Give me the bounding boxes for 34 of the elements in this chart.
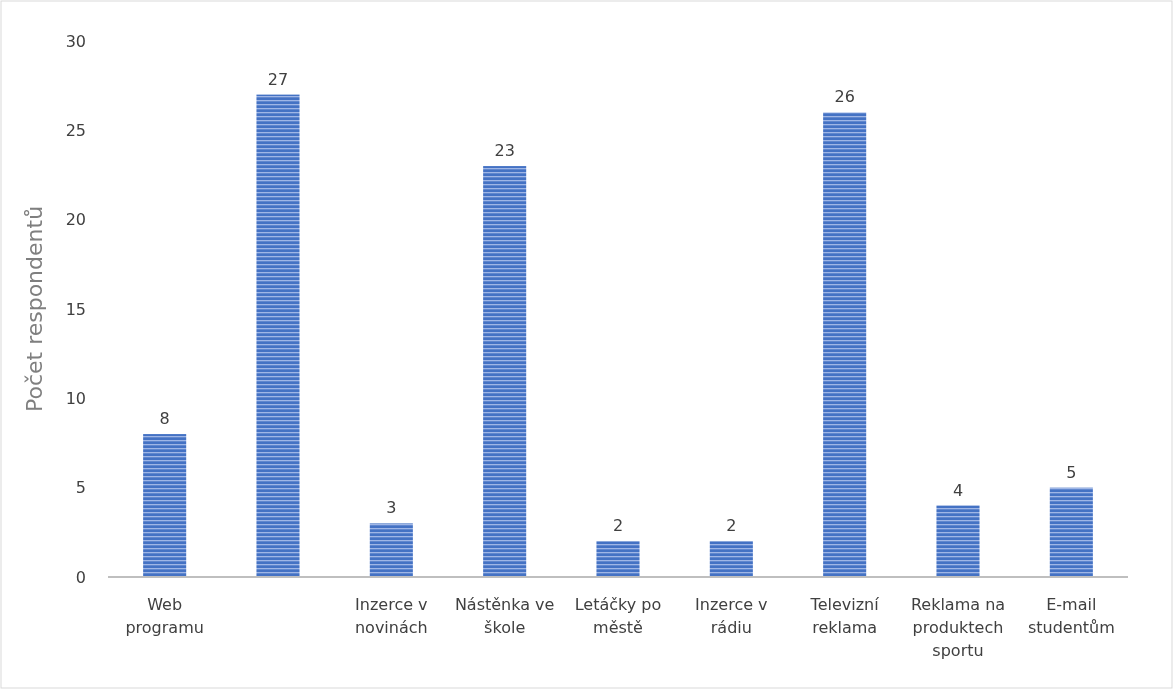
data-label: 2: [612, 516, 624, 536]
y-tick-label: 20: [65, 210, 86, 230]
y-tick-label: 5: [75, 478, 86, 498]
bar: [256, 94, 300, 577]
data-label: 3: [386, 498, 397, 518]
bar: [1049, 487, 1093, 577]
x-tick-label: Reklama na produktech sportu: [910, 595, 1006, 660]
y-axis-title: Počet respondentů: [22, 205, 47, 413]
y-tick-label: 25: [65, 120, 86, 140]
bar: [483, 166, 527, 577]
x-tick-label: Televizní reklama: [809, 595, 880, 637]
y-tick-label: 15: [65, 299, 86, 319]
bar: [369, 523, 413, 577]
x-tick-label: Inzerce v rádiu: [695, 595, 768, 637]
x-tick-label: Web programu: [125, 595, 204, 637]
data-label: 26: [834, 87, 855, 107]
data-label: 4: [952, 480, 964, 500]
data-label: 8: [159, 409, 170, 429]
bar: [823, 112, 867, 577]
y-tick-label: 0: [75, 567, 86, 587]
data-label: 2: [726, 516, 737, 536]
bar: [936, 505, 980, 577]
bar: [143, 434, 187, 577]
y-tick-label: 30: [65, 31, 86, 51]
data-label: 27: [267, 69, 289, 89]
x-tick-label: E-mail studentům: [1027, 595, 1115, 637]
x-tick-label: Letáčky po městě: [574, 595, 662, 637]
bar: [596, 541, 640, 577]
bar: [709, 541, 753, 577]
data-label: 5: [1066, 462, 1077, 482]
x-tick-label: Inzerce v novinách: [354, 595, 428, 637]
y-tick-label: 10: [65, 388, 86, 408]
x-tick-label: Nástěnka ve škole: [454, 595, 555, 637]
data-label: 23: [494, 141, 515, 161]
